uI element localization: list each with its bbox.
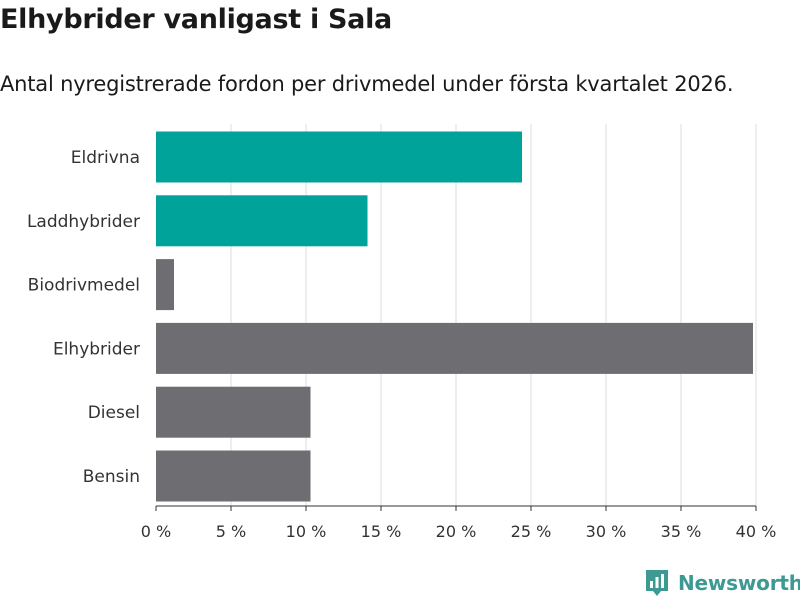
x-tick-label: 5 % [216, 522, 246, 541]
bar-elhybrider[interactable] [156, 322, 753, 374]
newsworthy-logo-icon [646, 570, 668, 596]
category-label: Biodrivmedel [28, 276, 140, 296]
x-tick-label: 0 % [141, 522, 171, 541]
brand-logo[interactable]: Newsworthy [644, 568, 800, 598]
bar-diesel[interactable] [156, 386, 311, 438]
x-tick-label: 30 % [586, 522, 627, 541]
grid-lines [230, 124, 757, 506]
category-label: Bensin [83, 467, 140, 487]
x-tick-label: 10 % [286, 522, 327, 541]
category-labels: Eldrivna Laddhybrider Biodrivmedel Elhybrid… [27, 148, 140, 487]
x-tick-label: 15 % [361, 522, 402, 541]
x-axis-tick-labels: 0 % 5 % 10 % 15 % 20 % 25 % 30 % 35 % 40 % [141, 506, 777, 541]
bars [156, 131, 753, 502]
bar-eldrivna[interactable] [156, 131, 522, 183]
bar-bensin[interactable] [156, 450, 311, 502]
category-label: Elhybrider [53, 339, 140, 359]
chart-subtitle: Antal nyregistrerade fordon per drivmede… [0, 72, 734, 96]
category-label: Laddhybrider [27, 212, 140, 232]
bar-laddhybrider[interactable] [156, 195, 368, 247]
brand-name: Newsworthy [678, 571, 800, 595]
x-tick-label: 20 % [436, 522, 477, 541]
x-tick-label: 25 % [511, 522, 552, 541]
chart-title: Elhybrider vanligast i Sala [0, 4, 392, 35]
x-tick-label: 40 % [736, 522, 777, 541]
category-label: Eldrivna [71, 148, 140, 168]
x-tick-label: 35 % [661, 522, 702, 541]
bar-biodrivmedel[interactable] [156, 259, 174, 311]
bar-chart: Eldrivna Laddhybrider Biodrivmedel Elhybrid… [27, 124, 777, 541]
category-label: Diesel [88, 403, 140, 423]
